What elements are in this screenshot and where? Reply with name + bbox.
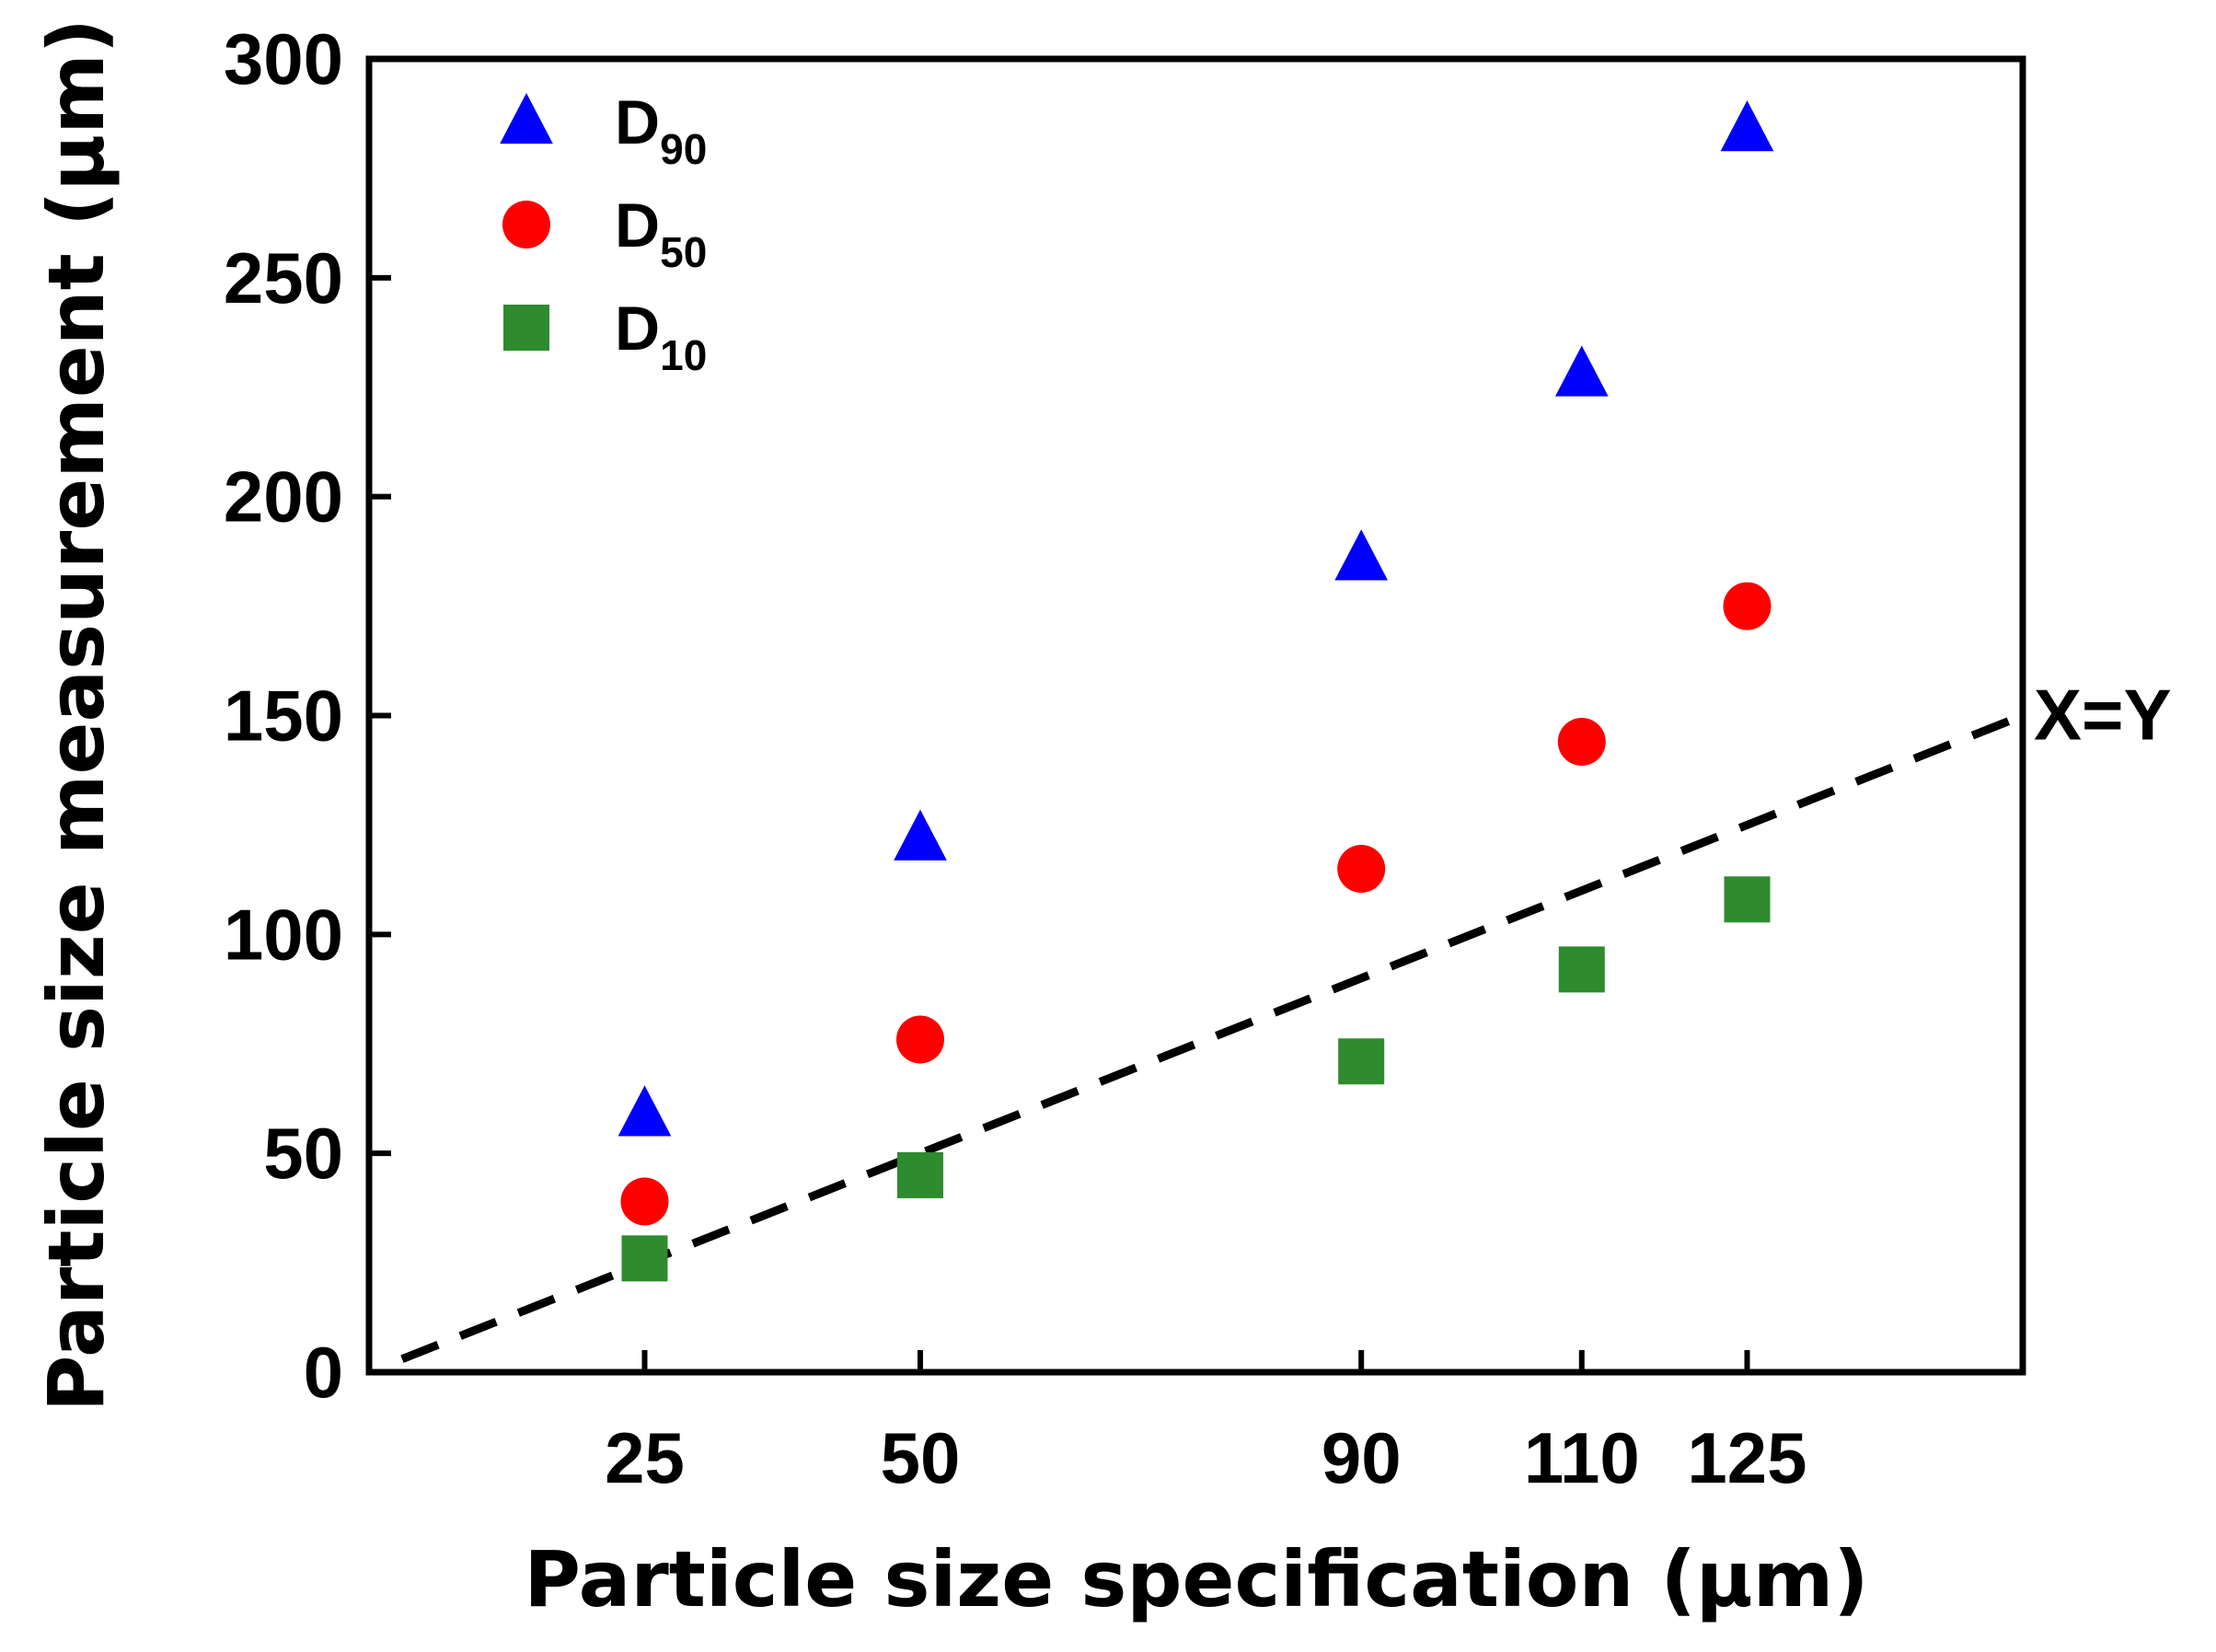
y-tick-label: 250	[224, 237, 343, 318]
legend-marker-d50	[502, 201, 550, 248]
x-tick-label: 50	[881, 1417, 961, 1498]
y-axis-title: Particle size measurement (µm)	[31, 18, 121, 1412]
d50-point-25	[620, 1177, 669, 1226]
x-axis-ticks: 25 50 90 110 125	[605, 1350, 1807, 1498]
legend: D90 D50 D10	[500, 87, 707, 379]
d50-point-50	[896, 1015, 944, 1064]
d10-point-50	[897, 1151, 943, 1198]
d10-point-125	[1724, 876, 1771, 923]
x-tick-label: 125	[1687, 1417, 1806, 1498]
y-tick-label: 300	[224, 18, 343, 99]
y-axis-ticks: 0 50 100 150 200 250 300	[224, 18, 391, 1413]
d90-point-125	[1720, 100, 1774, 152]
y-tick-label: 150	[224, 676, 343, 757]
legend-marker-d90	[500, 93, 553, 144]
d50-point-110	[1557, 718, 1606, 767]
d90-point-110	[1554, 345, 1609, 397]
d90-point-25	[617, 1085, 672, 1137]
d10-point-90	[1338, 1038, 1385, 1085]
x-tick-label: 110	[1524, 1417, 1640, 1498]
reference-line-group: X=Y	[400, 675, 2172, 1363]
d90-point-50	[894, 809, 947, 861]
x-tick-label: 90	[1322, 1417, 1402, 1498]
d50-point-90	[1337, 844, 1386, 893]
legend-marker-d10	[503, 305, 549, 351]
legend-label-d50: D50	[615, 191, 707, 276]
x-equals-y-line	[400, 711, 2025, 1363]
d50-point-125	[1723, 582, 1772, 630]
x-tick-label: 25	[605, 1417, 685, 1498]
d10-point-110	[1558, 946, 1605, 993]
legend-label-d90: D90	[615, 87, 707, 173]
x-axis-title: Particle size specification (µm)	[524, 1534, 1868, 1624]
d90-point-90	[1334, 529, 1389, 581]
d10-point-25	[621, 1235, 668, 1282]
y-tick-label: 50	[263, 1113, 343, 1194]
y-tick-label: 200	[224, 456, 343, 537]
data-markers	[617, 100, 1774, 1282]
y-tick-label: 0	[304, 1332, 343, 1413]
y-tick-label: 100	[224, 894, 343, 975]
legend-label-d10: D10	[615, 294, 707, 379]
x-equals-y-label: X=Y	[2034, 675, 2172, 756]
